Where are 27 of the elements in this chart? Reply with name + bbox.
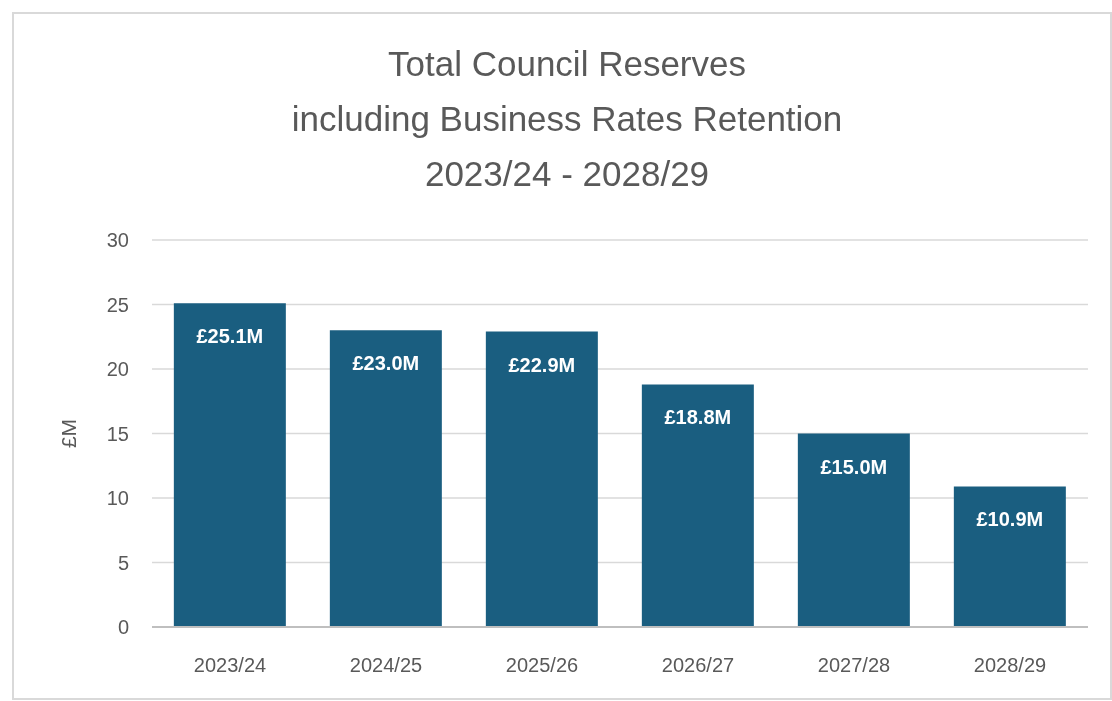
bar	[329, 330, 442, 627]
chart-title: Total Council Reserves including Business Rates Retention 2023/24 - 2028/29	[290, 43, 844, 195]
bar	[953, 486, 1066, 627]
x-tick-label: 2026/27	[661, 654, 735, 677]
data-label: £18.8M	[664, 406, 732, 429]
bar	[173, 303, 286, 627]
x-tick-label: 2027/28	[817, 654, 891, 677]
y-tick-label: 5	[117, 551, 129, 574]
y-tick-label: 15	[106, 422, 129, 445]
data-label: £23.0M	[352, 352, 420, 375]
data-label: £10.9M	[976, 508, 1044, 531]
x-tick-label: 2025/26	[505, 654, 579, 677]
y-tick-label: 0	[117, 616, 129, 639]
x-tick-label: 2023/24	[193, 654, 267, 677]
y-tick-label: 10	[106, 487, 129, 510]
y-tick-label: 20	[106, 358, 129, 381]
x-tick-label: 2024/25	[349, 654, 423, 677]
data-label: £15.0M	[820, 455, 888, 478]
data-label: £25.1M	[196, 325, 264, 348]
bar	[485, 331, 598, 627]
y-tick-label: 30	[106, 229, 129, 252]
bar	[797, 433, 910, 627]
bar	[641, 384, 754, 627]
x-tick-label: 2028/29	[973, 654, 1047, 677]
data-label: £22.9M	[508, 353, 576, 376]
y-tick-label: 25	[106, 293, 129, 316]
y-axis-title: £M	[56, 418, 80, 449]
